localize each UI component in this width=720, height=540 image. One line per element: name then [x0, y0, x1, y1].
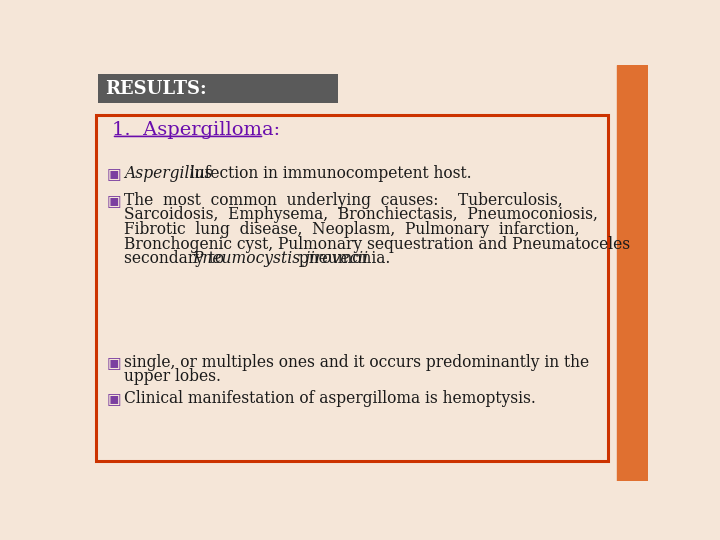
Text: Aspergillus: Aspergillus: [124, 165, 212, 182]
Text: upper lobes.: upper lobes.: [124, 368, 221, 385]
Text: ▣: ▣: [107, 192, 122, 209]
Text: Bronchogenic cyst, Pulmonary sequestration and Pneumatoceles: Bronchogenic cyst, Pulmonary sequestrati…: [124, 236, 630, 253]
Text: The  most  common  underlying  causes:    Tuberculosis,: The most common underlying causes: Tuber…: [124, 192, 563, 209]
Text: pneumonia.: pneumonia.: [294, 251, 390, 267]
Text: ▣: ▣: [107, 390, 122, 407]
Text: Fibrotic  lung  disease,  Neoplasm,  Pulmonary  infarction,: Fibrotic lung disease, Neoplasm, Pulmona…: [124, 221, 580, 238]
Bar: [96, 115, 608, 461]
Text: RESULTS:: RESULTS:: [106, 80, 207, 98]
Text: secondary to: secondary to: [124, 251, 229, 267]
Text: Clinical manifestation of aspergilloma is hemoptysis.: Clinical manifestation of aspergilloma i…: [124, 390, 536, 407]
Text: ▣: ▣: [107, 165, 122, 182]
Bar: [98, 74, 338, 103]
Text: single, or multiples ones and it occurs predominantly in the: single, or multiples ones and it occurs …: [124, 354, 589, 370]
Text: Sarcoidosis,  Emphysema,  Bronchiectasis,  Pneumoconiosis,: Sarcoidosis, Emphysema, Bronchiectasis, …: [124, 206, 598, 224]
Text: Pneumocystis jirovecii: Pneumocystis jirovecii: [192, 251, 369, 267]
Text: ▣: ▣: [107, 354, 122, 370]
Bar: [617, 65, 648, 481]
Text: infection in immunocompetent host.: infection in immunocompetent host.: [185, 165, 472, 182]
Text: 1.  Aspergilloma:: 1. Aspergilloma:: [112, 122, 280, 139]
